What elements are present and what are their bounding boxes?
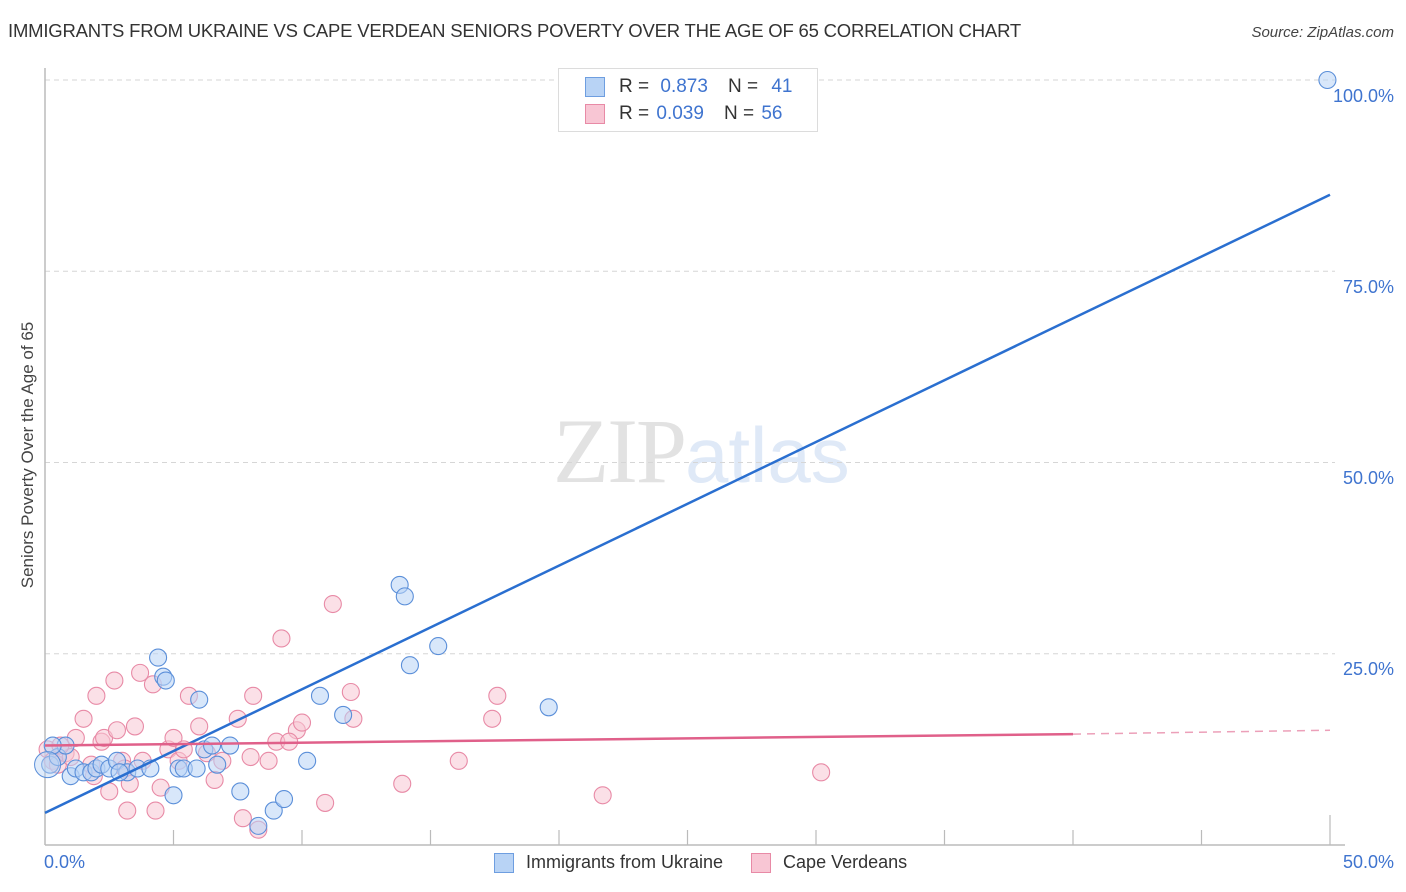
data-point <box>125 717 144 736</box>
data-point <box>593 786 612 805</box>
data-point <box>449 751 468 770</box>
data-point <box>259 751 278 770</box>
data-point <box>298 751 317 770</box>
data-point <box>244 686 263 705</box>
data-point <box>156 671 175 690</box>
data-point <box>146 801 165 820</box>
data-point <box>87 686 106 705</box>
data-point <box>539 698 558 717</box>
x-tick-min: 0.0% <box>44 852 86 872</box>
data-point <box>241 747 260 767</box>
data-point <box>208 755 227 774</box>
data-point <box>400 656 419 675</box>
n-label: N = <box>723 103 755 124</box>
data-point <box>274 790 294 809</box>
cape-verdeans-trendline <box>44 732 1074 747</box>
data-point <box>74 709 93 728</box>
y-tick-50: 50.0% <box>1342 468 1394 488</box>
data-point <box>1318 70 1337 90</box>
legend-label: Cape Verdeans <box>783 852 908 872</box>
data-point <box>483 709 502 728</box>
data-point <box>149 648 168 667</box>
series-cape-verdeans-points <box>38 594 831 839</box>
watermark-zip: ZIP <box>553 400 687 502</box>
legend-item-cape-verdeans[interactable]: Cape Verdeans <box>751 852 907 873</box>
data-point <box>341 682 360 702</box>
chart-title: IMMIGRANTS FROM UKRAINE VS CAPE VERDEAN … <box>8 20 1022 41</box>
data-point <box>395 587 414 606</box>
data-point <box>272 629 291 648</box>
n-value: 41 <box>771 76 793 97</box>
r-value: 0.873 <box>660 76 708 97</box>
cape-verdeans-swatch <box>751 852 772 873</box>
n-value: 56 <box>761 103 783 124</box>
data-point <box>292 713 312 732</box>
ukraine-swatch <box>585 77 605 97</box>
data-point <box>488 686 507 705</box>
axes <box>44 68 1345 846</box>
y-tick-25: 25.0% <box>1342 659 1394 679</box>
data-point <box>164 728 183 747</box>
data-point <box>105 671 124 690</box>
y-tick-75: 75.0% <box>1342 277 1394 297</box>
watermark: ZIPatlas <box>553 405 850 497</box>
watermark-atlas: atlas <box>685 411 850 499</box>
data-point <box>131 663 150 682</box>
cape-verdeans-swatch <box>585 104 605 124</box>
cape-verdeans-trendline-extension <box>1072 729 1331 735</box>
data-point <box>203 736 222 755</box>
data-point <box>264 801 283 820</box>
data-point <box>220 736 240 755</box>
data-point <box>231 782 250 801</box>
data-point <box>249 816 268 835</box>
data-point <box>316 793 335 812</box>
trendlines <box>44 193 1331 814</box>
data-point-cluster <box>34 751 62 779</box>
data-point <box>107 721 127 740</box>
legend-label: Immigrants from Ukraine <box>526 852 724 872</box>
ukraine-swatch <box>494 852 514 873</box>
data-point <box>190 690 209 709</box>
data-point <box>393 774 412 793</box>
legend-row-cape-verdeans: R = 0.039 N = 56 <box>585 102 782 126</box>
data-point <box>164 786 183 805</box>
correlation-legend: R = 0.873 N = 41 R = 0.039 N = 56 <box>558 68 818 132</box>
data-point <box>190 717 209 736</box>
data-point <box>334 705 353 725</box>
legend-item-ukraine[interactable]: Immigrants from Ukraine <box>494 852 723 873</box>
r-value: 0.039 <box>656 103 704 124</box>
series-ukraine-points <box>34 70 1337 835</box>
ukraine-trendline <box>44 193 1331 814</box>
legend-row-ukraine: R = 0.873 N = 41 <box>585 75 792 99</box>
r-label: R = <box>619 103 650 124</box>
data-point <box>233 809 252 828</box>
x-tick-max: 50.0% <box>1342 852 1394 872</box>
data-point <box>812 763 831 782</box>
data-point <box>310 686 330 705</box>
data-point <box>323 594 342 614</box>
data-point <box>187 759 206 778</box>
data-point <box>205 770 224 790</box>
gridlines <box>45 79 1335 655</box>
data-point <box>118 801 137 820</box>
y-axis-label: Seniors Poverty Over the Age of 65 <box>18 321 37 589</box>
r-label: R = <box>619 76 650 97</box>
y-tick-100: 100.0% <box>1332 86 1394 106</box>
source-label: Source: ZipAtlas.com <box>1251 24 1394 41</box>
data-point <box>429 637 448 656</box>
series-legend: Immigrants from Ukraine Cape Verdeans <box>494 852 935 873</box>
n-label: N = <box>727 76 759 97</box>
